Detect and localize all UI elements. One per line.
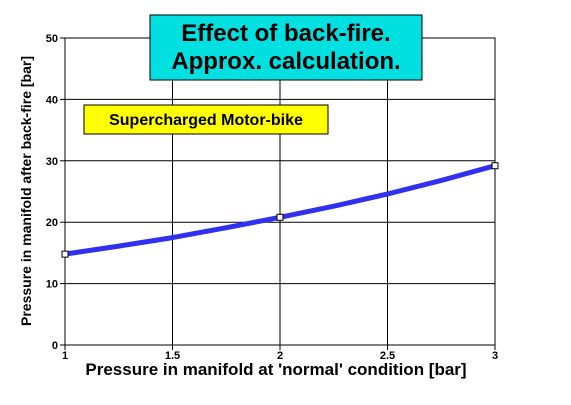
chart-title-box: Effect of back-fire. Approx. calculation… [149,14,423,81]
grid [60,37,496,350]
chart-title-line-2: Approx. calculation. [171,48,400,75]
x-tick-label: 2 [277,350,283,362]
x-axis-title: Pressure in manifold at 'normal' conditi… [85,360,466,379]
y-tick-label: 0 [52,340,58,352]
x-tick-label: 1 [62,350,68,362]
annotation-text: Supercharged Motor-bike [109,112,303,129]
data-point-marker [491,162,499,170]
y-tick-label: 20 [46,217,58,229]
data-point-marker [61,250,69,258]
data-point-marker [276,213,284,221]
y-axis-title: Pressure in manifold after back-fire [ba… [18,56,34,326]
y-tick-label: 40 [46,94,58,106]
x-tick-label: 2.5 [380,350,395,362]
annotation-box: Supercharged Motor-bike [83,104,329,135]
x-tick-label: 1.5 [165,350,180,362]
y-tick-label: 10 [46,279,58,291]
chart-title-line-1: Effect of back-fire. [181,20,390,47]
y-tick-label: 50 [46,33,58,45]
data-series [61,162,499,258]
y-tick-label: 30 [46,156,58,168]
x-tick-label: 3 [492,350,498,362]
